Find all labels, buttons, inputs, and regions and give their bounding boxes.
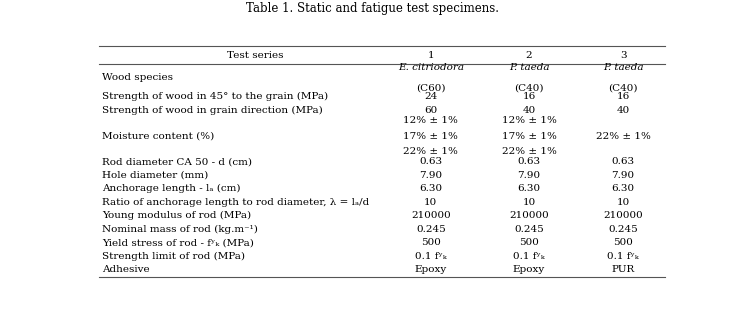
Text: Moisture content (%): Moisture content (%) <box>102 132 214 141</box>
Text: Table 1. Static and fatigue test specimens.: Table 1. Static and fatigue test specime… <box>246 2 499 14</box>
Text: 6.30: 6.30 <box>518 184 541 193</box>
Text: Hole diameter (mm): Hole diameter (mm) <box>102 171 208 180</box>
Text: 12% ± 1%: 12% ± 1% <box>404 117 458 126</box>
Text: 10: 10 <box>424 198 437 207</box>
Text: 17% ± 1%: 17% ± 1% <box>404 132 458 141</box>
Text: (C40): (C40) <box>514 83 544 92</box>
Text: 210000: 210000 <box>603 211 643 220</box>
Text: 6.30: 6.30 <box>419 184 443 193</box>
Text: 0.1 fʸₖ: 0.1 fʸₖ <box>607 252 639 261</box>
Text: 0.63: 0.63 <box>419 157 443 166</box>
Text: 210000: 210000 <box>509 211 549 220</box>
Text: 40: 40 <box>617 106 630 115</box>
Text: Young modulus of rod (MPa): Young modulus of rod (MPa) <box>102 211 251 220</box>
Text: Ratio of anchorage length to rod diameter, λ = lₐ/d: Ratio of anchorage length to rod diamete… <box>102 198 369 207</box>
Text: 7.90: 7.90 <box>419 171 443 180</box>
Text: Anchorage length - lₐ (cm): Anchorage length - lₐ (cm) <box>102 184 241 194</box>
Text: 12% ± 1%: 12% ± 1% <box>501 117 557 126</box>
Text: 210000: 210000 <box>411 211 451 220</box>
Text: 17% ± 1%: 17% ± 1% <box>501 132 557 141</box>
Text: 24: 24 <box>424 92 437 101</box>
Text: (C60): (C60) <box>416 83 446 92</box>
Text: 500: 500 <box>519 238 539 247</box>
Text: 10: 10 <box>617 198 630 207</box>
Text: 3: 3 <box>620 51 627 60</box>
Text: 2: 2 <box>526 51 533 60</box>
Text: 16: 16 <box>522 92 536 101</box>
Text: 0.245: 0.245 <box>514 225 544 234</box>
Text: Rod diameter CA 50 - d (cm): Rod diameter CA 50 - d (cm) <box>102 157 252 166</box>
Text: P. taeda: P. taeda <box>509 62 549 71</box>
Text: Wood species: Wood species <box>102 73 173 82</box>
Text: Strength of wood in 45° to the grain (MPa): Strength of wood in 45° to the grain (MP… <box>102 92 328 101</box>
Text: 16: 16 <box>617 92 630 101</box>
Text: 40: 40 <box>522 106 536 115</box>
Text: Yield stress of rod - fʸₖ (MPa): Yield stress of rod - fʸₖ (MPa) <box>102 238 253 247</box>
Text: E. citriodora: E. citriodora <box>398 62 464 71</box>
Text: PUR: PUR <box>612 265 635 274</box>
Text: Adhesive: Adhesive <box>102 265 150 274</box>
Text: Epoxy: Epoxy <box>415 265 447 274</box>
Text: 22% ± 1%: 22% ± 1% <box>501 147 557 156</box>
Text: 500: 500 <box>613 238 633 247</box>
Text: 7.90: 7.90 <box>518 171 541 180</box>
Text: 7.90: 7.90 <box>612 171 635 180</box>
Text: Epoxy: Epoxy <box>513 265 545 274</box>
Text: 500: 500 <box>421 238 441 247</box>
Text: 0.63: 0.63 <box>518 157 541 166</box>
Text: 22% ± 1%: 22% ± 1% <box>404 147 458 156</box>
Text: 0.245: 0.245 <box>608 225 638 234</box>
Text: 1: 1 <box>428 51 434 60</box>
Text: Strength limit of rod (MPa): Strength limit of rod (MPa) <box>102 252 245 261</box>
Text: Test series: Test series <box>226 51 283 60</box>
Text: 0.63: 0.63 <box>612 157 635 166</box>
Text: 60: 60 <box>424 106 437 115</box>
Text: (C40): (C40) <box>609 83 638 92</box>
Text: 0.245: 0.245 <box>416 225 446 234</box>
Text: 0.1 fʸₖ: 0.1 fʸₖ <box>513 252 545 261</box>
Text: 22% ± 1%: 22% ± 1% <box>596 132 650 141</box>
Text: Strength of wood in grain direction (MPa): Strength of wood in grain direction (MPa… <box>102 106 323 115</box>
Text: 6.30: 6.30 <box>612 184 635 193</box>
Text: Nominal mass of rod (kg.m⁻¹): Nominal mass of rod (kg.m⁻¹) <box>102 225 258 234</box>
Text: P. taeda: P. taeda <box>603 62 644 71</box>
Text: 0.1 fʸₖ: 0.1 fʸₖ <box>415 252 447 261</box>
Text: 10: 10 <box>522 198 536 207</box>
